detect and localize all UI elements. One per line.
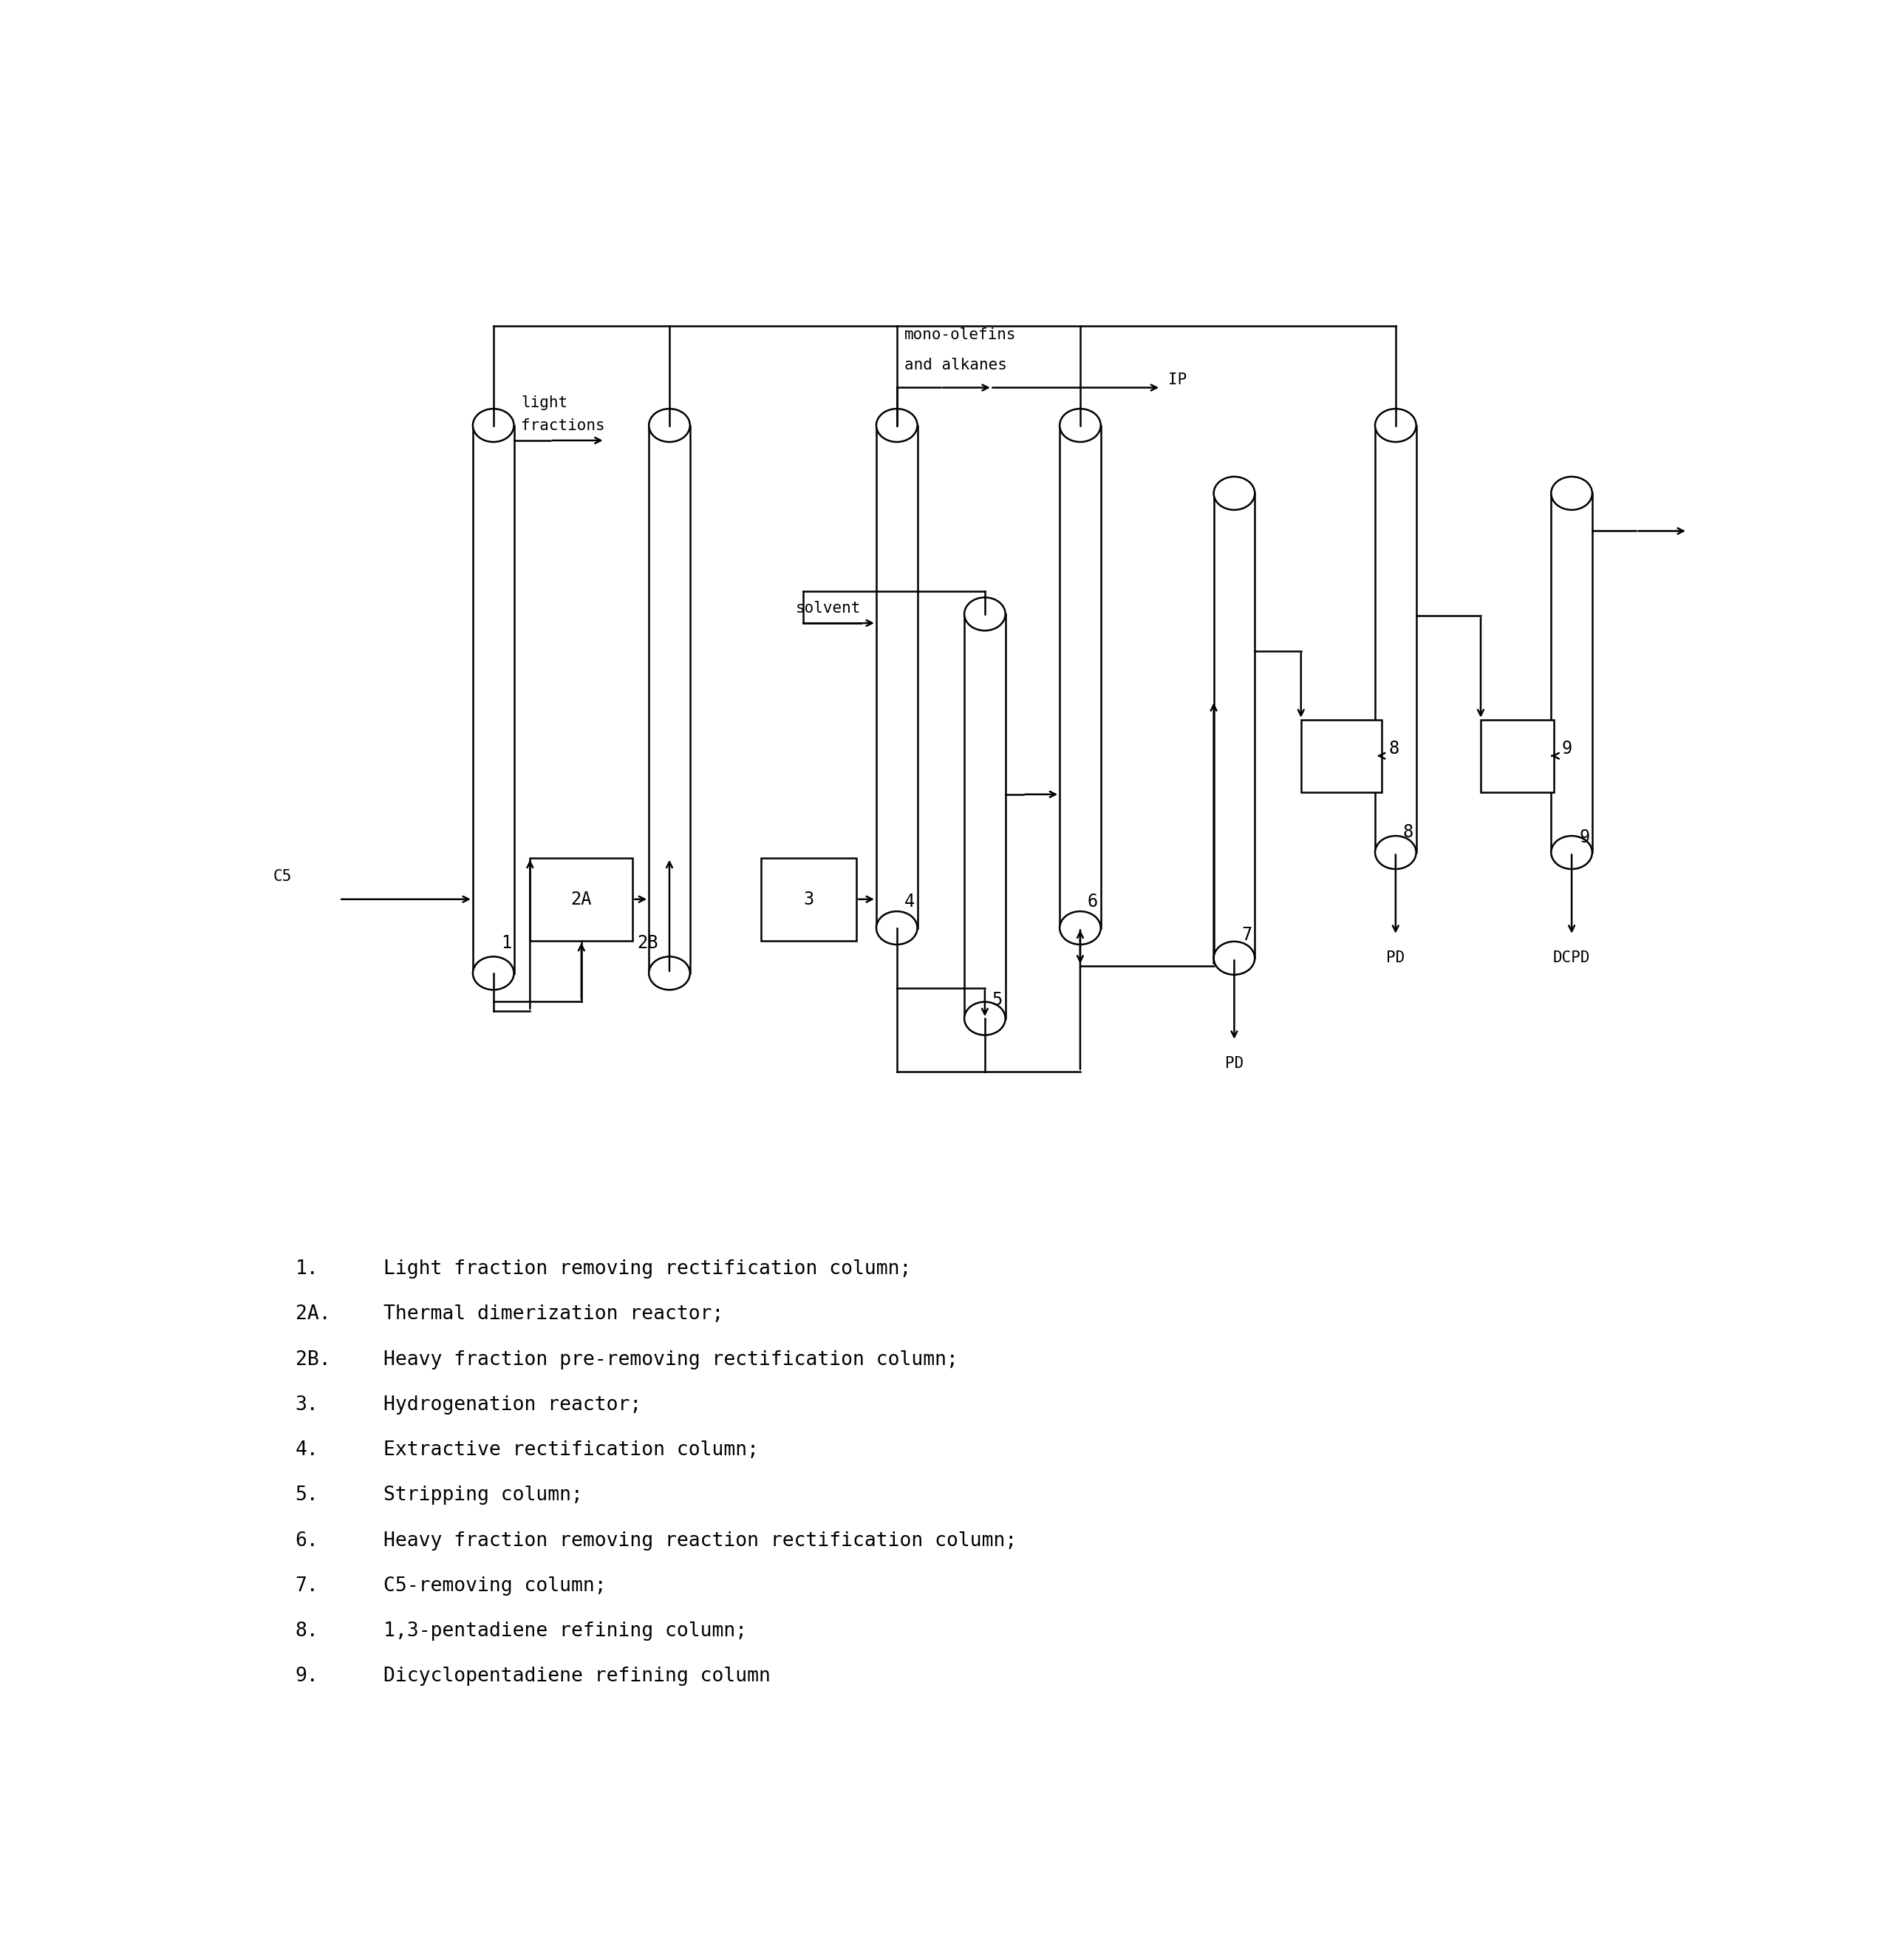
Bar	[1550, 494, 1592, 853]
Text: 6.: 6.	[295, 1531, 318, 1550]
Ellipse shape	[1213, 476, 1255, 510]
Text: 8: 8	[1389, 739, 1399, 757]
Bar	[1300, 719, 1382, 792]
Bar	[1480, 719, 1554, 792]
Ellipse shape	[1550, 476, 1592, 510]
Bar	[761, 858, 856, 941]
Text: PD: PD	[1225, 1056, 1244, 1070]
Bar	[1060, 425, 1100, 927]
Ellipse shape	[649, 956, 689, 990]
Text: 1,3-pentadiene refining column;: 1,3-pentadiene refining column;	[382, 1621, 748, 1641]
Text: 7: 7	[1242, 925, 1251, 943]
Text: fractions: fractions	[521, 417, 606, 433]
Text: 8.: 8.	[295, 1621, 318, 1641]
Text: Extractive rectification column;: Extractive rectification column;	[382, 1441, 759, 1460]
Ellipse shape	[876, 410, 918, 441]
Text: 1.: 1.	[295, 1260, 318, 1278]
Text: 5.: 5.	[295, 1486, 318, 1505]
Text: C5-removing column;: C5-removing column;	[382, 1576, 606, 1595]
Ellipse shape	[1060, 410, 1100, 441]
Text: 5: 5	[992, 992, 1003, 1009]
Ellipse shape	[1374, 835, 1416, 868]
Bar	[964, 613, 1005, 1019]
Text: Hydrogenation reactor;: Hydrogenation reactor;	[382, 1396, 642, 1415]
Ellipse shape	[964, 598, 1005, 631]
Text: solvent: solvent	[795, 600, 861, 615]
Text: 3: 3	[803, 890, 814, 907]
Text: 1: 1	[500, 935, 511, 953]
Text: 9: 9	[1579, 829, 1590, 847]
Ellipse shape	[649, 410, 689, 441]
Text: 6: 6	[1087, 894, 1098, 911]
Text: IP: IP	[1168, 372, 1187, 388]
Text: Heavy fraction removing reaction rectification column;: Heavy fraction removing reaction rectifi…	[382, 1531, 1017, 1550]
Text: 9: 9	[1562, 739, 1571, 757]
Text: Thermal dimerization reactor;: Thermal dimerization reactor;	[382, 1305, 723, 1323]
Text: 8: 8	[1403, 823, 1414, 841]
Text: Stripping column;: Stripping column;	[382, 1486, 583, 1505]
Text: 3.: 3.	[295, 1396, 318, 1415]
Bar	[530, 858, 632, 941]
Bar	[1374, 425, 1416, 853]
Text: 4: 4	[905, 894, 914, 911]
Ellipse shape	[876, 911, 918, 945]
Ellipse shape	[473, 956, 513, 990]
Text: light: light	[521, 396, 568, 410]
Text: Light fraction removing rectification column;: Light fraction removing rectification co…	[382, 1260, 911, 1278]
Text: 9.: 9.	[295, 1666, 318, 1686]
Ellipse shape	[1550, 835, 1592, 868]
Ellipse shape	[1213, 941, 1255, 974]
Text: 4.: 4.	[295, 1441, 318, 1460]
Text: 2B.: 2B.	[295, 1350, 331, 1370]
Bar	[473, 425, 513, 974]
Text: 7.: 7.	[295, 1576, 318, 1595]
Bar	[876, 425, 918, 927]
Text: Dicyclopentadiene refining column: Dicyclopentadiene refining column	[382, 1666, 770, 1686]
Ellipse shape	[1060, 911, 1100, 945]
Text: and alkanes: and alkanes	[905, 357, 1007, 372]
Text: 2A.: 2A.	[295, 1305, 331, 1323]
Text: 2B: 2B	[636, 935, 659, 953]
Ellipse shape	[964, 1002, 1005, 1035]
Bar	[649, 425, 689, 974]
Bar	[1213, 494, 1255, 958]
Text: mono-olefins: mono-olefins	[905, 327, 1017, 343]
Text: Heavy fraction pre-removing rectification column;: Heavy fraction pre-removing rectificatio…	[382, 1350, 958, 1370]
Ellipse shape	[1374, 410, 1416, 441]
Text: DCPD: DCPD	[1552, 951, 1590, 966]
Ellipse shape	[473, 410, 513, 441]
Text: 2A: 2A	[572, 890, 593, 907]
Text: C5: C5	[273, 868, 292, 884]
Text: PD: PD	[1386, 951, 1405, 966]
